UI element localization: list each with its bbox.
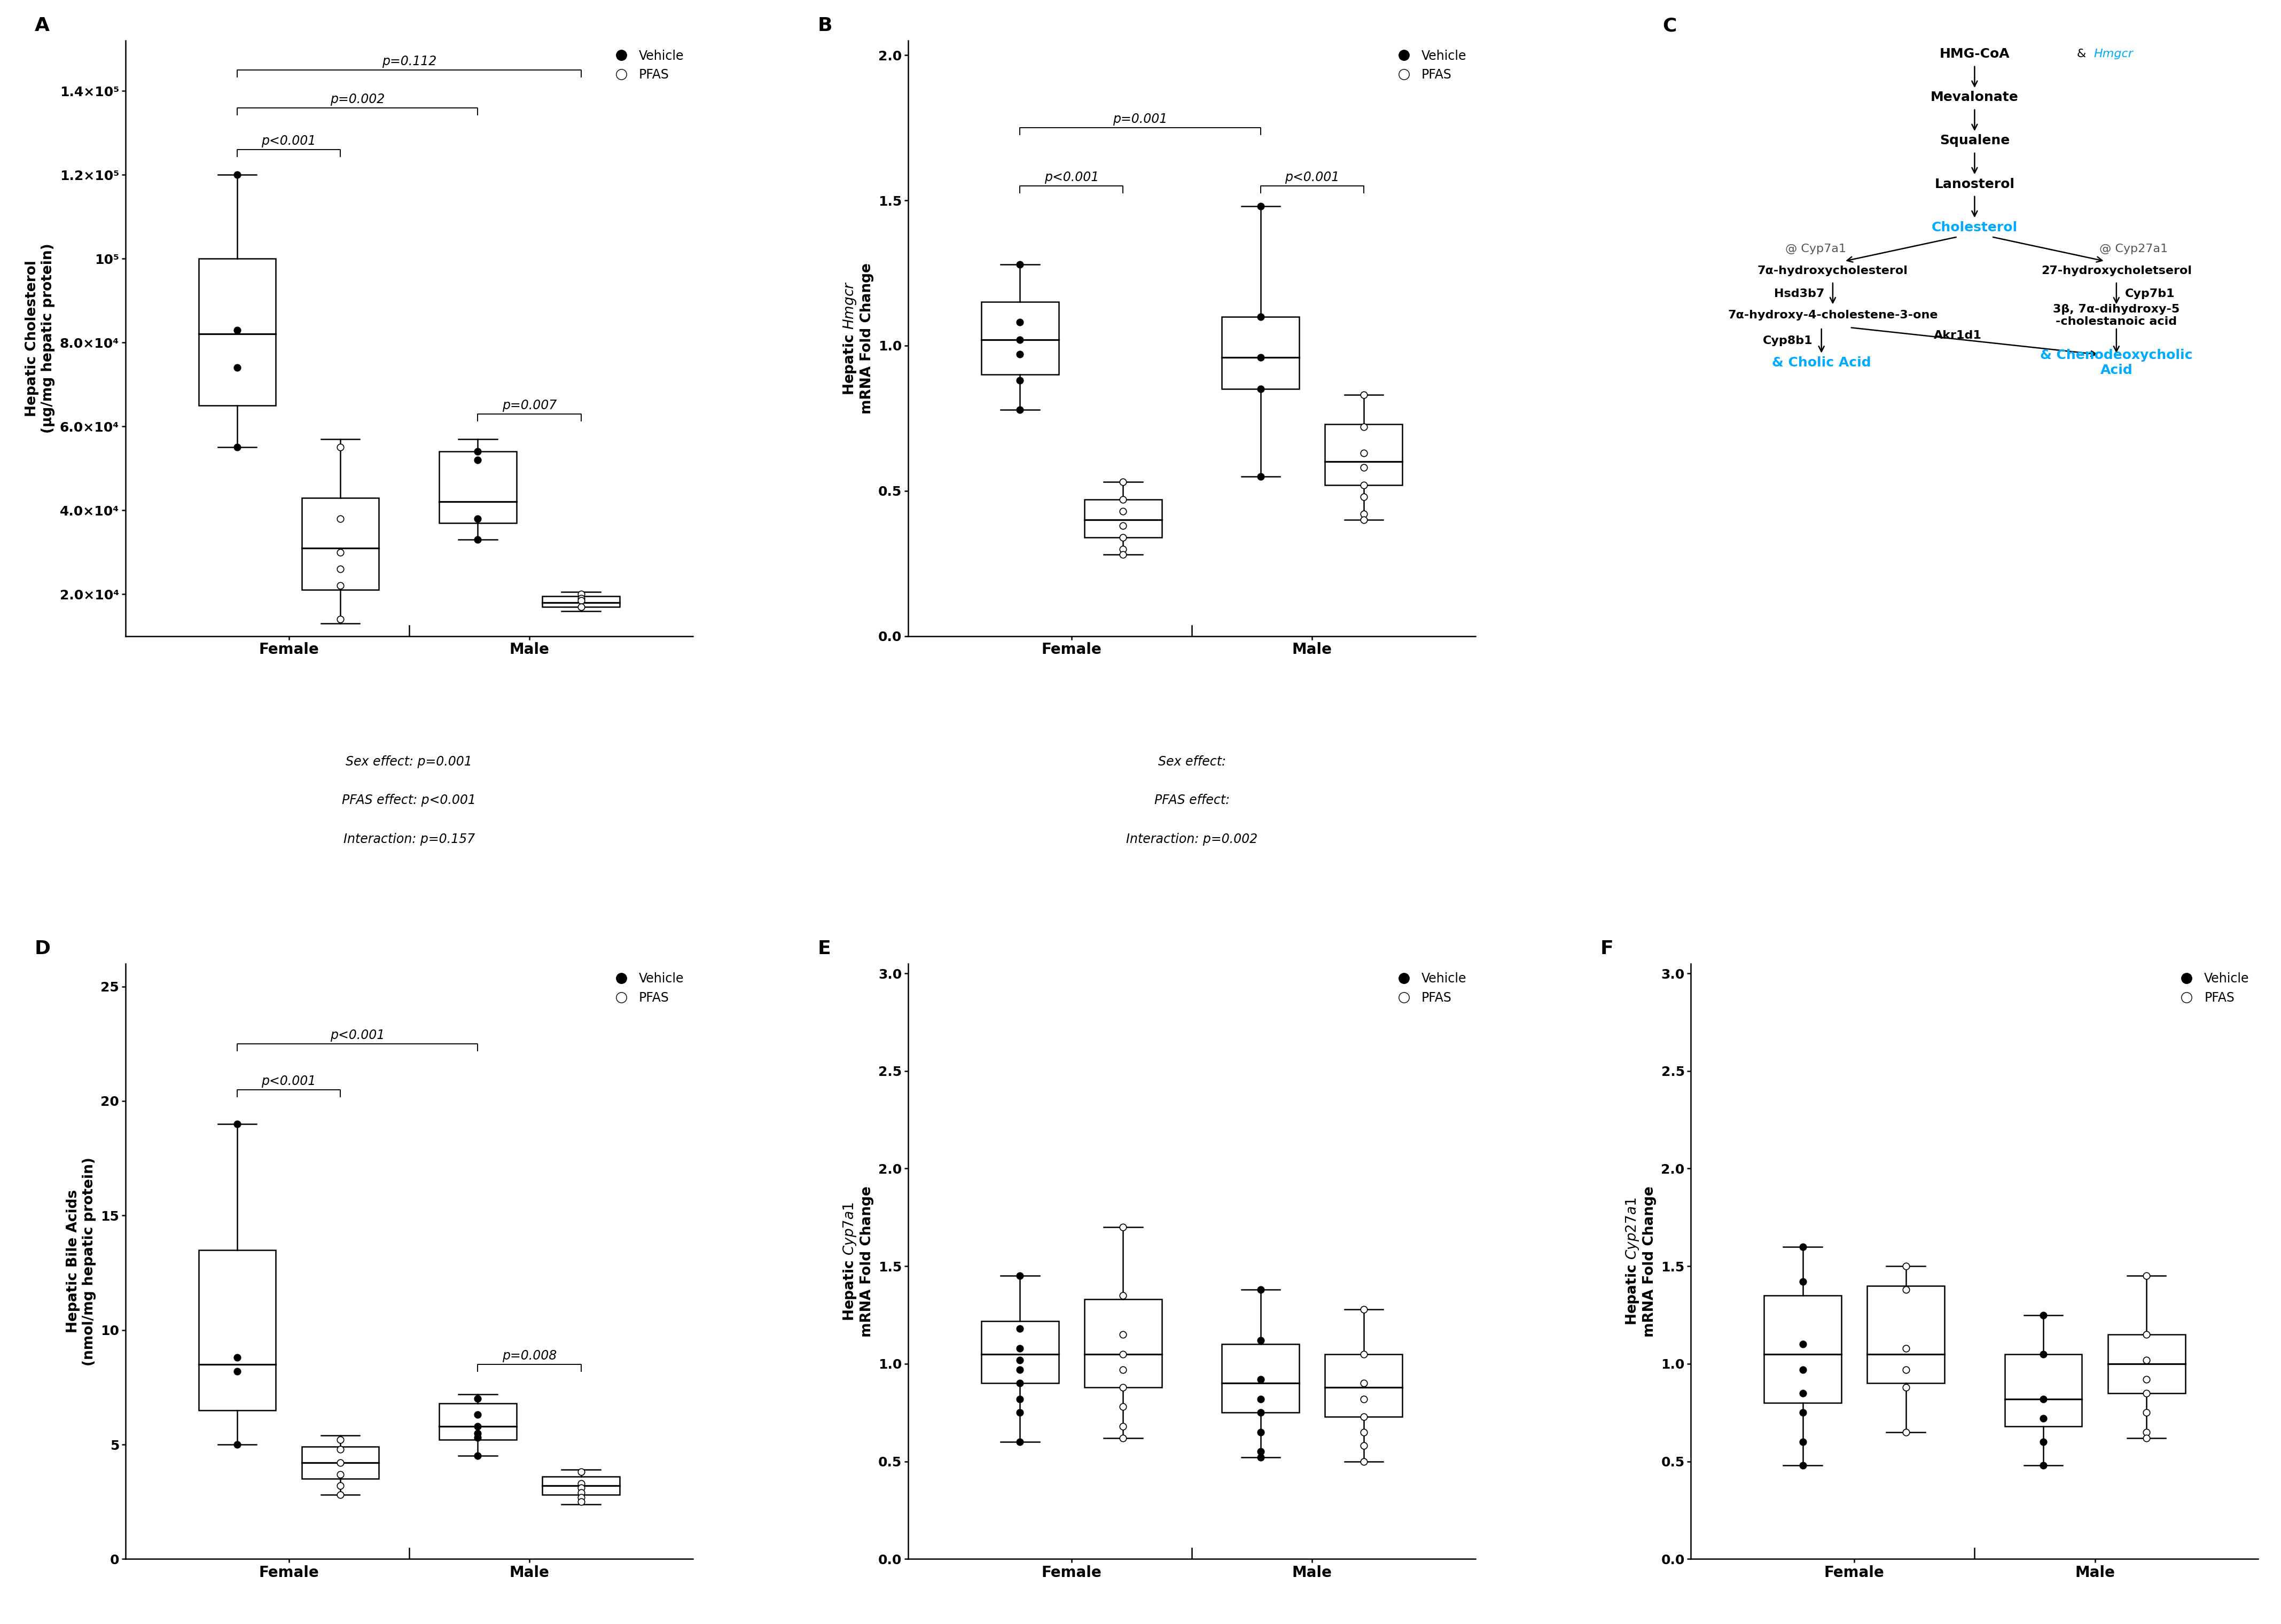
- Bar: [1223, 317, 1300, 390]
- Text: 7α-hydroxycholesterol: 7α-hydroxycholesterol: [1756, 265, 1909, 276]
- Text: HMG-CoA: HMG-CoA: [1939, 47, 2010, 60]
- Text: Akr1d1: Akr1d1: [1934, 330, 1982, 341]
- Text: 3β, 7α-dihydroxy-5
-cholestanoic acid: 3β, 7α-dihydroxy-5 -cholestanoic acid: [2053, 304, 2181, 326]
- Text: D: D: [34, 940, 50, 958]
- Bar: [1325, 1354, 1403, 1416]
- Legend: Vehicle, PFAS: Vehicle, PFAS: [2172, 970, 2251, 1007]
- Text: & Cholic Acid: & Cholic Acid: [1772, 356, 1870, 369]
- Bar: [301, 497, 379, 590]
- Text: p<0.001: p<0.001: [262, 135, 317, 148]
- Text: Cyp7b1: Cyp7b1: [2126, 289, 2174, 299]
- Text: Interaction: p=0.002: Interaction: p=0.002: [1127, 833, 1257, 846]
- Text: Lanosterol: Lanosterol: [1934, 177, 2014, 190]
- Bar: [1223, 1345, 1300, 1413]
- Text: A: A: [34, 16, 50, 36]
- Legend: Vehicle, PFAS: Vehicle, PFAS: [607, 970, 687, 1007]
- Text: p=0.007: p=0.007: [502, 400, 557, 411]
- Text: 27-hydroxycholetserol: 27-hydroxycholetserol: [2041, 265, 2192, 276]
- Bar: [1325, 424, 1403, 486]
- Text: C: C: [1663, 16, 1677, 36]
- Text: @ Cyp27a1: @ Cyp27a1: [2099, 244, 2167, 255]
- Text: Squalene: Squalene: [1939, 135, 2010, 148]
- Text: 7α-hydroxy-4-cholestene-3-one: 7α-hydroxy-4-cholestene-3-one: [1727, 310, 1939, 320]
- Text: p<0.001: p<0.001: [262, 1075, 317, 1088]
- Bar: [1083, 500, 1161, 538]
- Bar: [301, 1447, 379, 1479]
- Text: PFAS effect: p<0.001: PFAS effect: p<0.001: [342, 794, 477, 807]
- Bar: [2005, 1354, 2083, 1426]
- Text: Mevalonate: Mevalonate: [1930, 91, 2019, 104]
- Text: @ Cyp7a1: @ Cyp7a1: [1786, 244, 1845, 255]
- Text: p=0.008: p=0.008: [502, 1350, 557, 1363]
- Bar: [2108, 1335, 2185, 1393]
- Bar: [981, 1320, 1058, 1384]
- Bar: [440, 451, 516, 523]
- Bar: [543, 1476, 620, 1496]
- Legend: Vehicle, PFAS: Vehicle, PFAS: [1389, 47, 1469, 84]
- Y-axis label: Hepatic $\it{Cyp7a1}$
mRNA Fold Change: Hepatic $\it{Cyp7a1}$ mRNA Fold Change: [842, 1186, 874, 1337]
- Text: p=0.001: p=0.001: [1113, 112, 1168, 125]
- Text: Interaction: p=0.157: Interaction: p=0.157: [344, 833, 474, 846]
- Text: p<0.001: p<0.001: [331, 1028, 385, 1041]
- Text: & Chenodeoxycholic
Acid: & Chenodeoxycholic Acid: [2039, 349, 2192, 377]
- Bar: [440, 1403, 516, 1440]
- Text: E: E: [817, 940, 830, 958]
- Text: Sex effect:: Sex effect:: [1159, 755, 1225, 768]
- Text: PFAS effect:: PFAS effect:: [1154, 794, 1229, 807]
- Text: Sex effect: p=0.001: Sex effect: p=0.001: [347, 755, 472, 768]
- Bar: [543, 596, 620, 607]
- Y-axis label: Hepatic Cholesterol
(µg/mg hepatic protein): Hepatic Cholesterol (µg/mg hepatic prote…: [25, 244, 55, 434]
- Text: p=0.112: p=0.112: [381, 55, 436, 68]
- Text: p<0.001: p<0.001: [1284, 171, 1339, 184]
- Text: p=0.002: p=0.002: [331, 93, 385, 106]
- Bar: [1868, 1286, 1943, 1384]
- Text: Cholesterol: Cholesterol: [1932, 221, 2019, 234]
- Bar: [1763, 1296, 1841, 1403]
- Text: Hmgcr: Hmgcr: [2094, 49, 2133, 60]
- Legend: Vehicle, PFAS: Vehicle, PFAS: [1389, 970, 1469, 1007]
- Bar: [198, 258, 276, 406]
- Text: p<0.001: p<0.001: [1045, 171, 1099, 184]
- Text: F: F: [1601, 940, 1613, 958]
- Text: &: &: [2076, 49, 2089, 60]
- Legend: Vehicle, PFAS: Vehicle, PFAS: [607, 47, 687, 84]
- Bar: [1083, 1299, 1161, 1387]
- Bar: [981, 302, 1058, 375]
- Text: Cyp8b1: Cyp8b1: [1763, 336, 1813, 346]
- Text: Hsd3b7: Hsd3b7: [1775, 289, 1825, 299]
- Y-axis label: Hepatic $\it{Cyp27a1}$
mRNA Fold Change: Hepatic $\it{Cyp27a1}$ mRNA Fold Change: [1624, 1186, 1656, 1337]
- Text: B: B: [817, 16, 833, 36]
- Y-axis label: Hepatic Bile Acids
(nmol/mg hepatic protein): Hepatic Bile Acids (nmol/mg hepatic prot…: [66, 1156, 96, 1366]
- Bar: [198, 1250, 276, 1410]
- Y-axis label: Hepatic $\it{Hmgcr}$
mRNA Fold Change: Hepatic $\it{Hmgcr}$ mRNA Fold Change: [842, 263, 874, 414]
